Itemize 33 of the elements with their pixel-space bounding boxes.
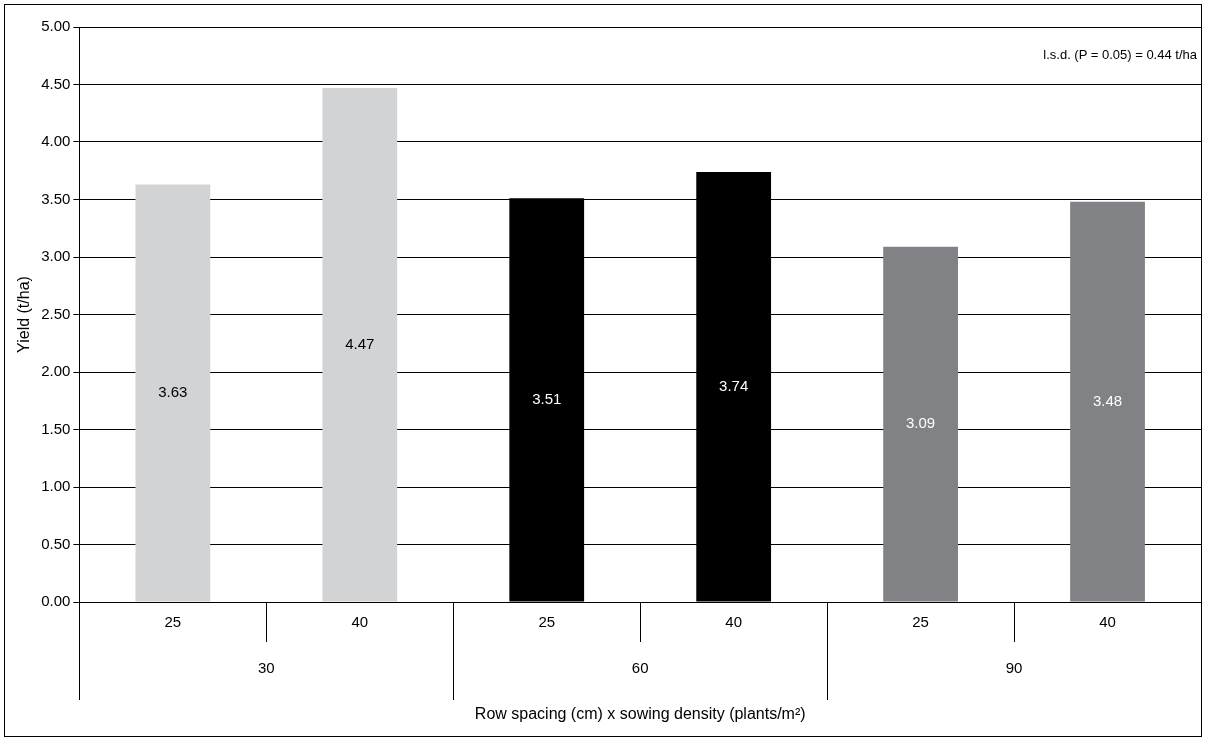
data-label: 4.47 <box>345 334 375 352</box>
x-tick-label: 25 <box>912 613 929 631</box>
text: 30 <box>257 659 275 677</box>
x-tick-label: 40 <box>1099 613 1116 631</box>
y-tick-label: 3.50 <box>41 189 71 207</box>
x-axis-title: Row spacing (cm) x sowing density (plants/m²) <box>474 705 806 723</box>
text: 60 <box>631 659 649 677</box>
x-tick-label: 40 <box>725 613 743 631</box>
y-tick-label: 0.50 <box>41 534 71 552</box>
y-tick-label: 0.00 <box>41 592 71 610</box>
x-tick-label: 25 <box>164 613 182 631</box>
bar <box>1070 201 1145 602</box>
x-tick-label: 25 <box>538 613 556 631</box>
y-tick-label: 3.00 <box>41 247 71 265</box>
y-tick-label: 2.00 <box>41 362 71 380</box>
text: 90 <box>1005 659 1023 677</box>
y-tick-label: 1.50 <box>41 419 71 437</box>
y-tick-label: 1.00 <box>41 477 71 495</box>
bar <box>135 184 211 602</box>
y-tick-label: 5.00 <box>41 17 71 35</box>
data-label: 3.09 <box>906 414 936 432</box>
x-tick-label: 40 <box>351 613 369 631</box>
y-tick-label: 4.00 <box>41 132 71 150</box>
data-label: 3.63 <box>158 383 188 401</box>
data-label: 3.48 <box>1092 391 1123 409</box>
bar <box>322 87 398 602</box>
y-tick-label: 2.50 <box>41 304 71 322</box>
bar <box>883 246 958 602</box>
annotation: l.s.d. (P = 0.05) = 0.44 t/ha <box>1043 46 1198 62</box>
y-tick-label: 4.50 <box>41 74 71 92</box>
y-axis-title: Yield (t/ha) <box>15 276 33 353</box>
data-label: 3.74 <box>719 376 749 394</box>
data-label: 3.51 <box>532 390 562 408</box>
